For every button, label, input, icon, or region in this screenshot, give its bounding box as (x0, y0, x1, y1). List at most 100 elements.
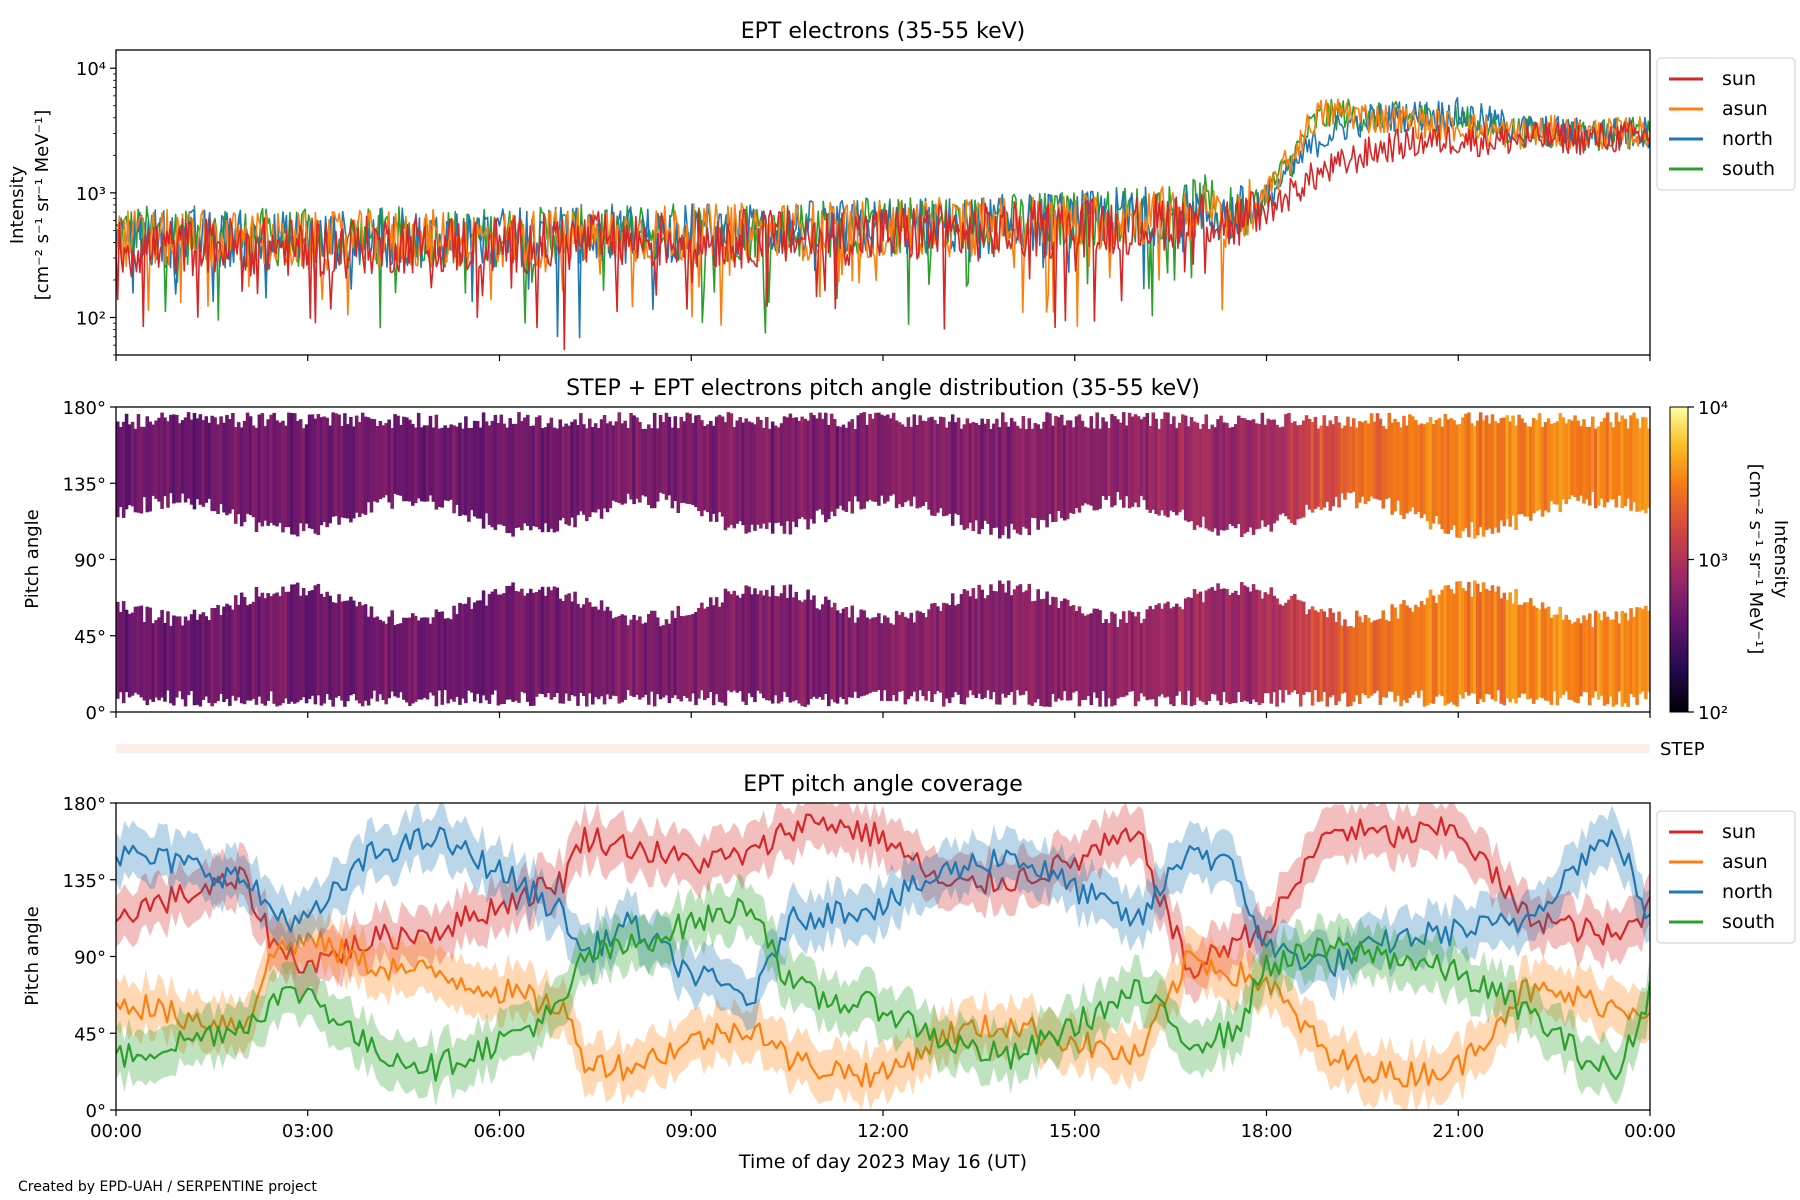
pad-cell (1381, 426, 1386, 509)
pad-cell (1213, 590, 1217, 695)
pad-cell (183, 616, 188, 707)
pad-cell (1520, 418, 1524, 515)
pad-cell (419, 617, 424, 700)
pad-cell (1110, 611, 1114, 707)
pad-cell (263, 426, 268, 521)
pad-cell (1021, 416, 1026, 527)
intensity-series-asun (116, 98, 1650, 327)
pad-cell (166, 611, 170, 691)
pad-cell (1514, 589, 1518, 704)
pad-cell (903, 426, 908, 503)
pad-cell (1272, 419, 1276, 524)
pad-cell (1555, 421, 1560, 505)
pad-cell (1266, 594, 1271, 694)
pad-cell (638, 421, 642, 503)
pad-cell (1446, 419, 1451, 534)
pad-cell (198, 614, 203, 707)
pad-cell (579, 413, 583, 512)
pad-cell (1260, 412, 1265, 521)
pad-cell (1440, 426, 1445, 530)
pad-cell (540, 428, 545, 533)
pad-cell (1496, 423, 1501, 533)
footer-credit: Created by EPD-UAH / SERPENTINE project (18, 1179, 317, 1195)
pad-cell (357, 422, 362, 518)
pad-cell (287, 591, 291, 704)
pad-cell (1231, 427, 1235, 527)
pad-cell (1535, 607, 1539, 700)
pad-cell (1502, 592, 1507, 706)
pad-cell (275, 592, 279, 707)
pad-cell (549, 590, 554, 700)
pad-cell (1393, 607, 1397, 702)
pad-cell (709, 420, 713, 522)
pad-cell (1237, 415, 1241, 524)
pad-cell (942, 417, 946, 517)
pad-cell (806, 420, 810, 530)
pad-cell (478, 600, 483, 704)
pad-cell (1346, 626, 1350, 707)
pad-cell (1481, 582, 1486, 702)
pad-cell (1490, 585, 1495, 700)
pad-cell (874, 412, 878, 502)
pad-cell (738, 417, 743, 522)
pad-cell (508, 418, 512, 534)
pad-cell (859, 413, 863, 510)
pad-cell (588, 418, 592, 517)
pad-cell (753, 588, 757, 703)
pad-cell (711, 605, 716, 706)
coverage-title: EPT pitch angle coverage (743, 772, 1023, 797)
pad-cell (116, 421, 120, 518)
pad-cell (549, 417, 554, 529)
pad-cell (136, 606, 141, 695)
pad-cell (1018, 428, 1023, 535)
pad-cell (986, 419, 990, 524)
pad-cell (1051, 596, 1055, 694)
pad-cell (529, 588, 533, 706)
pad-cell (1322, 611, 1327, 692)
pad-cell (298, 595, 303, 701)
pad-cell (1417, 607, 1421, 698)
pad-cell (1225, 422, 1229, 530)
pad-cell (1458, 581, 1462, 695)
pad-cell (1425, 597, 1430, 706)
pad-cell (390, 610, 394, 692)
pad-cell (281, 586, 285, 704)
pad-cell (546, 423, 551, 533)
intensity-panel: EPT electrons (35-55 keV) 10² 10³ 10⁴ Inte… (7, 19, 1796, 361)
pad-cell (1567, 619, 1571, 700)
pad-cell (1632, 412, 1636, 503)
pad-cell (1617, 421, 1622, 496)
pad-cell (145, 416, 150, 513)
pad-cell (585, 597, 589, 707)
pad-cell (797, 600, 802, 704)
pad-cell (1540, 426, 1545, 517)
pad-cell (962, 589, 967, 705)
pad-cell (688, 413, 692, 505)
pad-cell (821, 418, 825, 515)
pad-cell (236, 604, 241, 698)
pad-cell (762, 595, 766, 699)
pad-cell (1366, 423, 1371, 502)
pad-cell (281, 420, 285, 533)
pad-cell (352, 426, 356, 519)
pad-cell (490, 591, 495, 695)
pad-cell (1340, 625, 1344, 694)
pad-cell (387, 419, 391, 503)
pad-cell (1210, 587, 1215, 694)
pad-cell (1464, 590, 1468, 693)
pad-cell (608, 421, 613, 509)
pad-cell (1154, 605, 1158, 707)
x-tick-label: 00:00 (90, 1121, 142, 1142)
pad-cell (1585, 426, 1589, 500)
pad-cell (998, 427, 1002, 539)
pad-cell (1113, 613, 1117, 706)
pad-cell (1573, 415, 1577, 497)
pad-cell (930, 603, 934, 702)
pad-cell (325, 591, 329, 695)
pad-cell (1360, 422, 1365, 497)
pad-cell (912, 622, 917, 692)
pad-cell (1608, 619, 1613, 697)
pad-cell (157, 617, 161, 701)
legend-label-asun: asun (1722, 98, 1768, 120)
pad-cell (1520, 604, 1524, 694)
